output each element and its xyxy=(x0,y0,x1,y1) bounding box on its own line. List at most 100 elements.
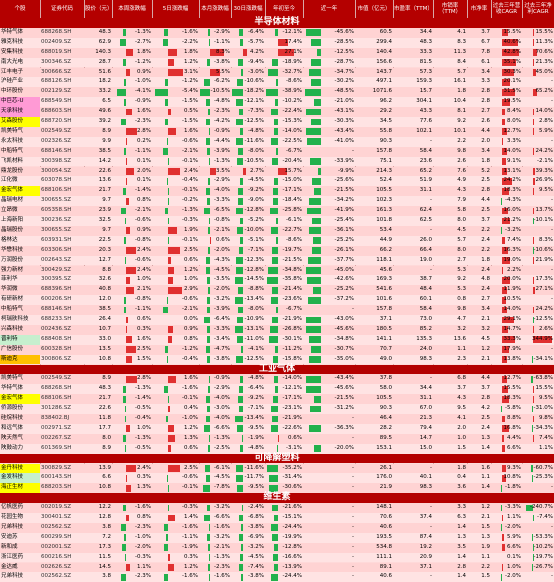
cell-d30: -3.8% xyxy=(231,572,265,582)
bar-mark xyxy=(273,188,278,195)
cell-value: -0.1% xyxy=(182,187,198,193)
cell-d30: -4.5% xyxy=(231,553,265,563)
bar-mark xyxy=(502,416,506,423)
cell-d5: -1.5% xyxy=(152,117,199,127)
cell-value: -0.6% xyxy=(135,217,151,223)
cell-ytd: -13.9% xyxy=(265,563,303,573)
cell-value: -10.2% xyxy=(283,98,302,104)
cell-code: 688268.SH xyxy=(40,28,84,38)
cell-value: -1.1% xyxy=(182,534,198,540)
cell-ps: 4.9 xyxy=(433,176,467,186)
cell-pe: 66.4 xyxy=(393,246,433,256)
cell-value: -5.4% xyxy=(182,88,198,94)
bar-mark xyxy=(168,287,182,294)
cell-d5: -1.0% xyxy=(152,414,199,424)
cell-mcap: 55.8 xyxy=(355,127,393,137)
cell-value: -8.0% xyxy=(248,306,264,312)
cell-value: -1.3% xyxy=(135,29,151,35)
cell-value: -34.2% xyxy=(335,197,354,203)
bar-mark xyxy=(164,524,168,531)
bar-mark xyxy=(276,237,279,244)
cell-value: 19.5% xyxy=(504,98,521,104)
cell-mcap: 70.7 xyxy=(355,345,393,355)
cell-code: 600328.SH xyxy=(40,345,84,355)
cell-value: -12.8% xyxy=(245,207,264,213)
bar-mark xyxy=(168,515,175,522)
cell-d30: -11.7% xyxy=(231,473,265,483)
cell-pb: 1.4 xyxy=(467,483,491,493)
cell-price: 40.8 xyxy=(84,285,112,295)
cell-price: 32.6 xyxy=(84,275,112,285)
cell-mcap: 96.2 xyxy=(355,97,393,107)
cell-code: 002129.SZ xyxy=(40,87,84,97)
cell-code: 300806.SZ xyxy=(40,355,84,365)
cell-ps: 9.5 xyxy=(433,404,467,414)
bar-mark xyxy=(206,475,210,482)
bar-mark xyxy=(274,119,279,126)
cell-y1: -28.5% xyxy=(303,38,355,48)
cell-mcap: 176.0 xyxy=(355,473,393,483)
bar-mark xyxy=(168,128,176,135)
cell-value: -1.3% xyxy=(214,158,230,164)
cell-value: 13.8% xyxy=(504,356,521,362)
cell-y1: -25.6% xyxy=(303,176,355,186)
cell-week: -1.1% xyxy=(112,305,152,315)
bar-mark xyxy=(165,208,168,215)
cell-y1: -21.5% xyxy=(303,186,355,196)
section-title: 工业气体 xyxy=(0,365,554,375)
cell-value: 1.1% xyxy=(539,445,553,451)
cell-ps: 11.3 xyxy=(433,48,467,58)
bar-mark xyxy=(533,168,535,175)
cell-pe: 34.4 xyxy=(393,384,433,394)
cell-mcap: 44.9 xyxy=(355,236,393,246)
cell-value: 0.8% xyxy=(137,197,151,203)
cell-value: -53.3% xyxy=(534,534,553,540)
cell-d5: -0.1% xyxy=(152,186,199,196)
cell-price: 26.4 xyxy=(84,315,112,325)
cell-week: 1.3% xyxy=(112,483,152,493)
cell-pe: 79.4 xyxy=(393,424,433,434)
cell-value: - xyxy=(352,148,354,154)
cell-value: 344.9% xyxy=(532,336,553,342)
cell-value: -0.8% xyxy=(135,296,151,302)
cell-value: -3.8% xyxy=(214,59,230,65)
cell-d5: -0.3% xyxy=(152,216,199,226)
cell-value: -3.2% xyxy=(214,504,230,510)
cell-value: 13.7% xyxy=(536,207,553,213)
cell-value: 15.5% xyxy=(536,385,553,391)
cell-np: - xyxy=(522,345,554,355)
header-mcap: 市值（亿元） xyxy=(355,0,393,18)
bar-mark xyxy=(168,109,170,116)
cell-value: -0.4% xyxy=(135,415,151,421)
bar-mark xyxy=(533,208,534,215)
cell-np: 24.2% xyxy=(522,147,554,157)
bar-mark xyxy=(123,396,126,403)
cell-code: 600206.SH xyxy=(40,295,84,305)
cell-value: 1.8% xyxy=(137,49,151,55)
cell-month: -3.0% xyxy=(199,404,231,414)
cell-value: -1.2% xyxy=(135,59,151,65)
cell-month: -0.9% xyxy=(199,127,231,137)
cell-value: -1.1% xyxy=(214,39,230,45)
cell-d30: -6.4% xyxy=(231,28,265,38)
bar-mark xyxy=(126,515,129,522)
cell-value: -18.2% xyxy=(245,88,264,94)
cell-value: 1.0% xyxy=(137,276,151,282)
bar-mark xyxy=(168,59,174,66)
cell-week: -2.3% xyxy=(112,572,152,582)
bar-mark xyxy=(276,79,279,86)
cell-code: 688106.SH xyxy=(40,186,84,196)
cell-value: 1.3% xyxy=(184,435,198,441)
bar-mark xyxy=(124,307,126,314)
cell-pe: 81.5 xyxy=(393,58,433,68)
bar-mark xyxy=(312,218,321,225)
bar-mark xyxy=(204,515,210,522)
bar-mark xyxy=(126,277,130,284)
header-name: 个股 xyxy=(0,0,40,18)
cell-mcap: 156.6 xyxy=(355,58,393,68)
bar-mark xyxy=(236,257,243,264)
cell-value: - xyxy=(352,544,354,550)
cell-np: 15.5% xyxy=(522,384,554,394)
